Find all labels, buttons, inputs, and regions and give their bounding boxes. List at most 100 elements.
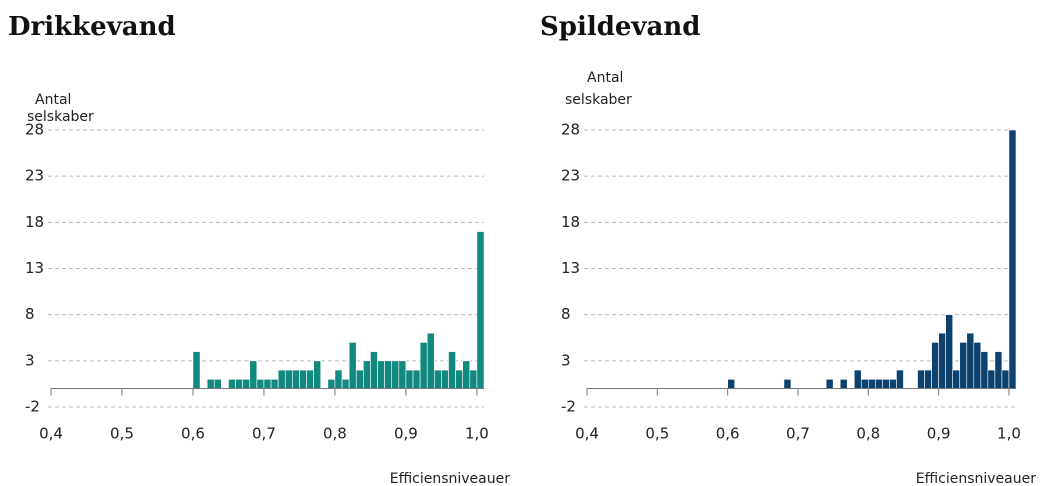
bar <box>469 369 478 389</box>
bar <box>412 369 421 389</box>
x-tick-label: 0,6 <box>181 425 205 443</box>
bar <box>213 378 222 389</box>
bar <box>973 342 982 389</box>
bar <box>334 369 343 389</box>
bar <box>441 369 449 389</box>
x-tick-label: 1,0 <box>465 425 489 443</box>
x-tick-label: 0,8 <box>323 425 347 443</box>
bar <box>853 369 862 389</box>
y-tick-label: 13 <box>561 259 580 277</box>
x-tick-label: 0,9 <box>927 425 951 443</box>
bar <box>924 369 932 389</box>
bar <box>462 360 471 389</box>
bar <box>1008 129 1017 389</box>
y-tick-label: -2 <box>25 398 40 416</box>
bar <box>313 360 322 389</box>
bar <box>398 360 407 389</box>
x-tick-label: 0,6 <box>716 425 740 443</box>
x-tick-label: 1,0 <box>997 425 1021 443</box>
y-tick-label: 23 <box>561 167 580 185</box>
y-tick-label: 3 <box>25 351 35 369</box>
bar <box>980 351 989 389</box>
bar <box>419 342 428 389</box>
bar <box>889 378 897 389</box>
bar <box>952 369 961 389</box>
bar <box>938 332 946 389</box>
bar <box>299 369 307 389</box>
bar <box>370 351 378 389</box>
bar <box>931 342 939 389</box>
bar <box>256 378 265 389</box>
bar <box>994 351 1003 389</box>
chart-title: Spildevand <box>540 12 700 42</box>
bar <box>270 378 279 389</box>
y-tick-label: -2 <box>561 398 576 416</box>
bar <box>426 332 435 389</box>
x-axis-label: Efficiensniveauer <box>390 471 510 486</box>
bar <box>825 378 834 389</box>
y-tick-label: 18 <box>25 213 44 231</box>
y-tick-label: 8 <box>561 305 571 323</box>
x-axis-label: Efficiensniveauer <box>916 471 1036 486</box>
y-tick-label: 23 <box>25 167 44 185</box>
bar <box>455 369 464 389</box>
x-tick-label: 0,8 <box>856 425 880 443</box>
y-axis-label: selskaber <box>27 109 94 125</box>
y-axis-label: Antal <box>587 70 623 86</box>
bar <box>192 351 201 389</box>
bar <box>727 378 735 389</box>
bar <box>249 360 258 389</box>
bar <box>1001 369 1010 389</box>
bar <box>235 378 243 389</box>
bar <box>277 369 286 389</box>
x-tick-label: 0,9 <box>394 425 418 443</box>
y-tick-label: 13 <box>25 259 44 277</box>
y-tick-label: 28 <box>561 121 580 139</box>
bar <box>327 378 336 389</box>
bar <box>959 342 968 389</box>
x-tick-label: 0,4 <box>39 425 63 443</box>
bar <box>882 378 890 389</box>
bar <box>391 360 400 389</box>
x-tick-label: 0,4 <box>575 425 599 443</box>
bar <box>363 360 371 389</box>
bar <box>377 360 385 389</box>
bar <box>242 378 251 389</box>
bar <box>987 369 996 389</box>
x-tick-label: 0,7 <box>252 425 276 443</box>
bar <box>284 369 293 389</box>
bar <box>384 360 393 389</box>
bar <box>306 369 314 389</box>
bar <box>966 332 975 389</box>
bar <box>476 231 485 389</box>
bar <box>405 369 414 389</box>
bar <box>341 378 350 389</box>
bar <box>448 351 456 389</box>
y-tick-label: 28 <box>25 121 44 139</box>
bar <box>860 378 869 389</box>
x-tick-label: 0,7 <box>786 425 810 443</box>
bar <box>228 378 236 389</box>
y-tick-label: 8 <box>25 305 35 323</box>
chart-title: Drikkevand <box>8 12 176 42</box>
bar <box>868 378 876 389</box>
x-tick-label: 0,5 <box>110 425 134 443</box>
y-axis-label: Antal <box>35 92 71 108</box>
y-tick-label: 3 <box>561 351 571 369</box>
bar <box>263 378 272 389</box>
y-axis-label: selskaber <box>565 92 632 108</box>
bar <box>839 378 848 389</box>
bar <box>875 378 883 389</box>
y-tick-label: 18 <box>561 213 580 231</box>
bar <box>783 378 792 389</box>
bar <box>206 378 215 389</box>
bar <box>292 369 300 389</box>
x-tick-label: 0,5 <box>645 425 669 443</box>
bar <box>945 314 954 389</box>
bar <box>434 369 442 389</box>
bar <box>917 369 925 389</box>
bar <box>348 342 357 389</box>
bar <box>355 369 364 389</box>
bar <box>896 369 904 389</box>
